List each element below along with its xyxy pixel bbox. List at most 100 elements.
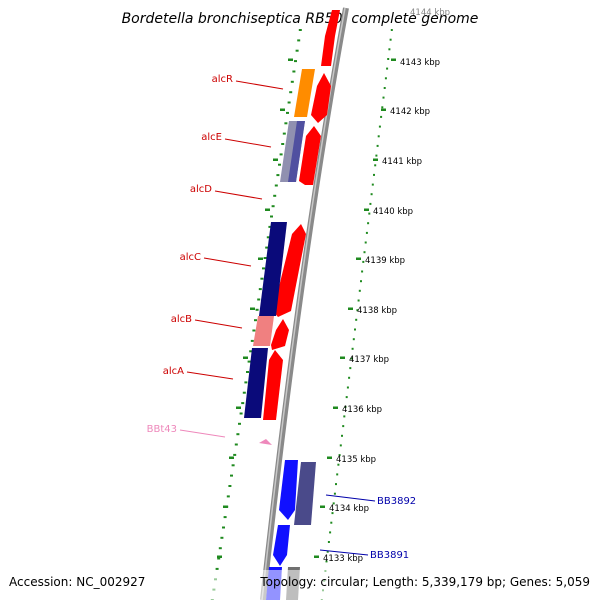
cds-arrow-reverse[interactable] — [279, 460, 298, 520]
major-tick — [288, 58, 293, 61]
leader-line — [214, 190, 263, 200]
tick-mark — [333, 492, 336, 495]
tick-mark — [330, 521, 333, 524]
tick-mark — [383, 87, 386, 89]
tick-mark — [374, 164, 377, 167]
major-tick — [229, 456, 234, 459]
cds-block-alcB[interactable] — [253, 316, 274, 346]
tick-mark — [329, 531, 332, 534]
tick-mark — [341, 434, 343, 437]
tick-mark — [338, 454, 341, 457]
tick-mark — [234, 443, 238, 446]
cds-arrow-reverse[interactable] — [273, 525, 290, 566]
tick-mark — [263, 257, 267, 259]
tick-mark — [236, 433, 240, 436]
tick-mark — [351, 347, 354, 350]
tick-mark — [289, 91, 293, 94]
tick-mark — [223, 516, 227, 519]
tick-mark — [230, 474, 233, 477]
tick-mark — [326, 550, 329, 553]
cds-block-alcR[interactable] — [294, 69, 315, 117]
tick-mark — [271, 205, 275, 208]
tick-mark — [278, 163, 281, 166]
tick-mark — [362, 260, 365, 263]
tick-mark — [369, 202, 372, 205]
tick-mark — [270, 215, 273, 218]
tick-mark — [363, 251, 366, 254]
tick-mark — [345, 396, 348, 399]
tick-mark — [281, 143, 285, 145]
major-tick — [217, 555, 222, 558]
cds-block-alcC[interactable] — [259, 222, 287, 316]
tick-mark — [274, 184, 278, 187]
gene-label-BBt43[interactable]: BBt43 — [147, 424, 177, 435]
gene-label-alcD[interactable]: alcD — [190, 184, 212, 195]
major-tick — [381, 108, 386, 111]
tick-mark — [364, 241, 367, 244]
gene-label-alcE[interactable]: alcE — [201, 132, 222, 143]
gene-label-BB3891[interactable]: BB3891 — [370, 550, 409, 561]
cds-arrow[interactable] — [263, 350, 283, 420]
cds-block-BB3892[interactable] — [294, 462, 316, 525]
gene-label-alcB[interactable]: alcB — [171, 314, 192, 325]
tick-mark — [265, 246, 269, 249]
trna-marker-BBt43[interactable] — [259, 439, 272, 445]
gene-labels: alcR alcE alcD alcC alcB alcA BBt43 BB38… — [147, 74, 417, 561]
tick-mark — [389, 38, 392, 41]
accession-text: Accession: NC_002927 — [9, 575, 145, 589]
cds-arrow[interactable] — [299, 126, 321, 185]
scale-label: 4138 kbp — [357, 306, 397, 316]
tick-mark — [246, 371, 249, 373]
cds-arrow[interactable] — [311, 73, 331, 123]
tick-mark — [339, 444, 342, 447]
tick-mark — [218, 547, 222, 550]
cds-arrow[interactable] — [321, 10, 340, 66]
tick-mark — [228, 485, 232, 487]
cds-arrow[interactable] — [271, 319, 289, 350]
major-tick — [356, 257, 361, 260]
gene-label-alcR[interactable]: alcR — [212, 74, 233, 85]
tick-mark — [242, 391, 246, 394]
tick-mark — [348, 376, 351, 379]
tick-mark — [381, 106, 384, 109]
tick-mark — [373, 173, 375, 176]
cds-arrow[interactable] — [273, 224, 306, 317]
tick-mark — [257, 298, 261, 301]
tick-mark — [360, 280, 362, 283]
tick-mark — [344, 405, 347, 408]
leader-line — [186, 371, 234, 380]
genome-backbone — [260, 7, 349, 600]
tick-mark — [262, 267, 265, 270]
tick-mark — [276, 174, 280, 177]
scale-label: 4133 kbp — [323, 554, 363, 564]
tick-mark — [273, 194, 277, 197]
footer-backdrop — [0, 570, 600, 600]
tick-mark — [297, 39, 301, 42]
gene-label-alcA[interactable]: alcA — [163, 366, 184, 377]
leader-line — [194, 319, 243, 329]
gene-label-BB3892[interactable]: BB3892 — [377, 496, 416, 507]
tick-mark — [238, 422, 241, 425]
scale-label: 4142 kbp — [390, 107, 430, 117]
tick-mark — [284, 122, 288, 125]
major-tick — [373, 158, 378, 161]
tick-mark — [331, 512, 334, 515]
tick-mark — [247, 360, 251, 363]
tick-mark — [335, 483, 337, 486]
tick-mark — [343, 415, 346, 418]
cds-block-alcA[interactable] — [244, 348, 268, 418]
tick-mark — [388, 48, 391, 51]
tick-mark — [298, 29, 302, 31]
genome-summary: Topology: circular; Length: 5,339,179 bp… — [259, 575, 590, 589]
tick-mark — [375, 154, 378, 157]
major-tick — [223, 505, 228, 508]
tick-mark — [365, 231, 368, 234]
tick-mark — [231, 464, 235, 467]
scale-label: 4144 kbp — [410, 8, 450, 18]
gene-label-alcC[interactable]: alcC — [180, 252, 201, 263]
major-tick — [236, 406, 241, 409]
major-tick — [391, 58, 396, 61]
tick-mark — [260, 277, 264, 280]
leader-line — [203, 257, 252, 267]
major-tick — [258, 257, 263, 260]
